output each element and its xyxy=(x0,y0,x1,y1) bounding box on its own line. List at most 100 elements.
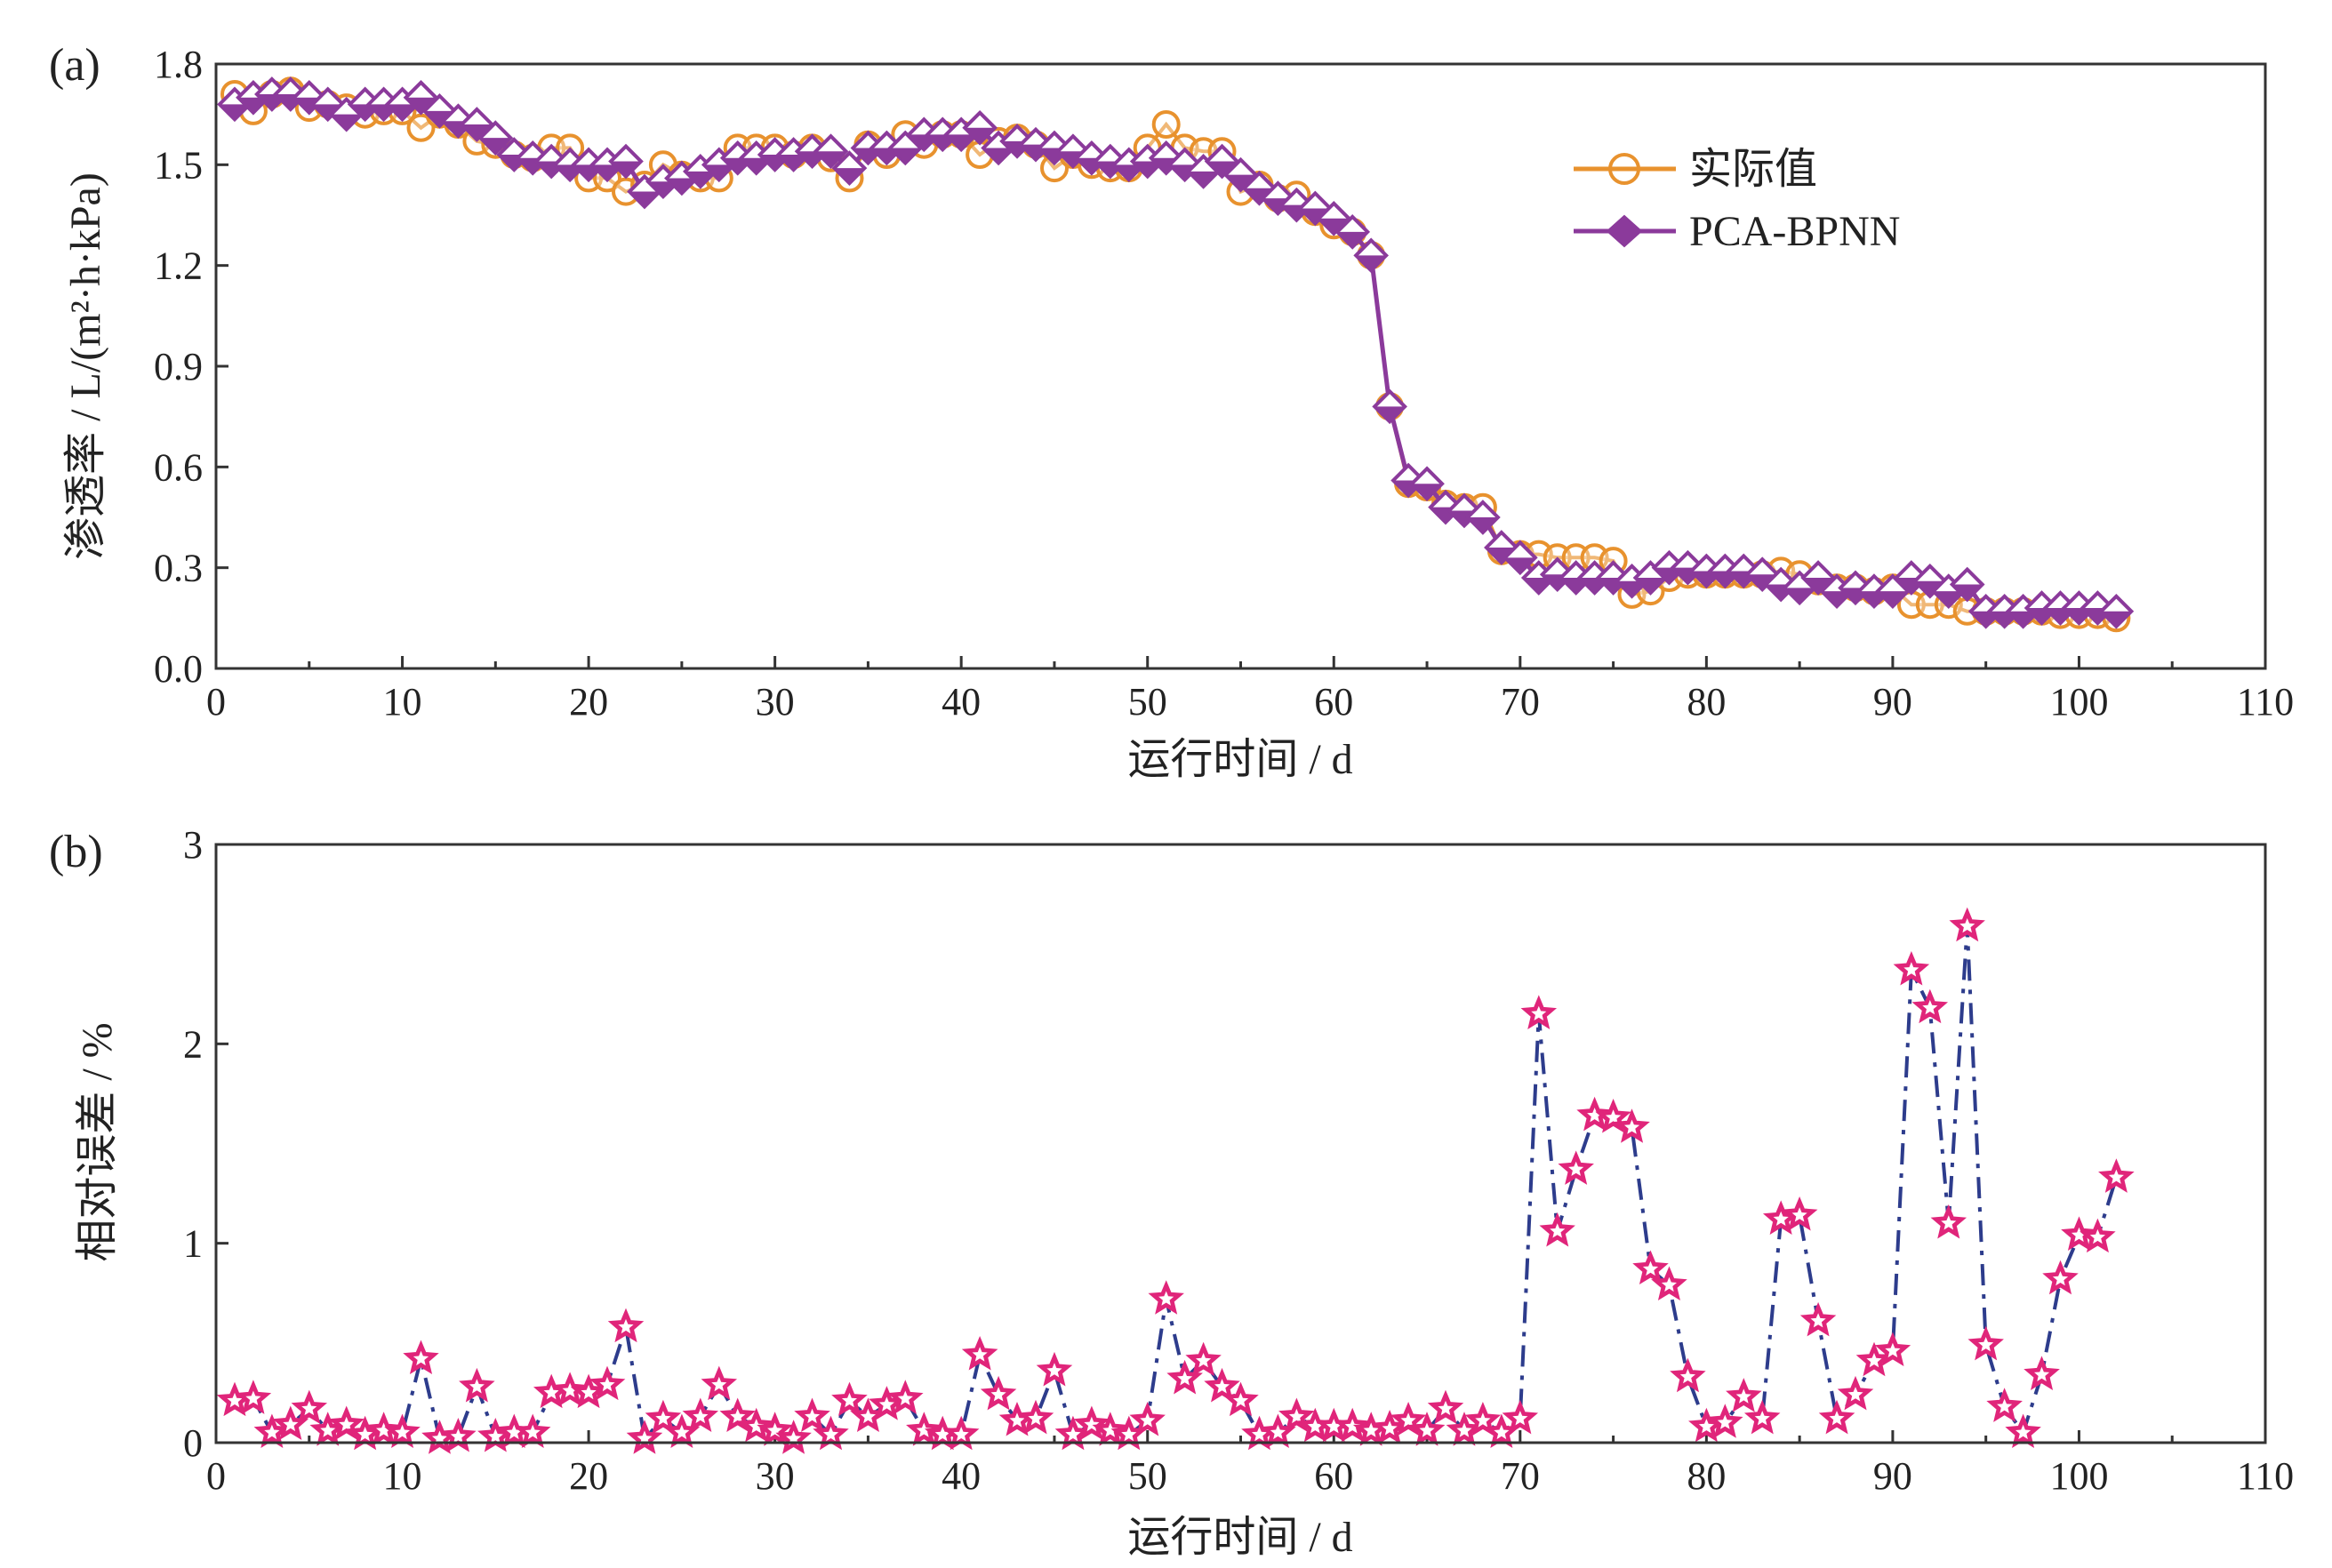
relative-error-data-point xyxy=(1092,1412,1129,1446)
relative-error-data-point xyxy=(384,1413,421,1449)
y-tick-label: 0 xyxy=(183,1421,203,1465)
panel-b-y-axis-label: 相对误差 / % xyxy=(74,1022,121,1261)
relative-error-data-point xyxy=(1874,1332,1911,1367)
actual-data-point xyxy=(406,113,436,142)
pca-bpnn-data-point xyxy=(813,133,849,170)
x-tick-label: 0 xyxy=(206,1454,226,1498)
panel-b-label: (b) xyxy=(49,827,103,877)
relative-error-data-point xyxy=(1726,1378,1762,1412)
y-tick-label: 1 xyxy=(183,1222,203,1266)
x-tick-label: 10 xyxy=(383,1454,422,1498)
relative-error-data-point xyxy=(2023,1356,2060,1390)
relative-error-data-point xyxy=(1949,907,1985,942)
y-tick-label: 2 xyxy=(183,1022,203,1066)
relative-error-data-point xyxy=(887,1380,924,1414)
x-tick-label: 80 xyxy=(1687,680,1726,724)
x-tick-label: 30 xyxy=(756,1454,795,1498)
relative-error-data-point xyxy=(1558,1150,1594,1185)
relative-error-data-point xyxy=(1632,1250,1669,1285)
relative-error-data-point xyxy=(1222,1381,1259,1417)
relative-error-data-point xyxy=(1036,1351,1073,1387)
x-tick-label: 50 xyxy=(1128,1454,1167,1498)
panel-a-legend: 实际值 PCA-BPNN xyxy=(1574,146,1900,255)
relative-error-data-point xyxy=(961,1336,998,1371)
relative-error-data-point xyxy=(980,1375,1017,1411)
relative-error-data-point xyxy=(1427,1389,1464,1425)
relative-error-data-point xyxy=(1576,1096,1613,1132)
x-tick-label: 40 xyxy=(942,1454,981,1498)
relative-error-data-point xyxy=(1334,1407,1371,1443)
relative-error-data-point xyxy=(1670,1357,1706,1393)
relative-error-data-point xyxy=(1837,1375,1874,1411)
relative-error-data-point xyxy=(2042,1260,2079,1295)
relative-error-data-point xyxy=(1707,1404,1743,1438)
panel-b-relative-error-chart: (b) 0 10 20 30 40 50 60 70 80 90 100 110 0 1 2 3 运行时间 /… xyxy=(49,823,2294,1561)
relative-error-data-point xyxy=(1520,995,1558,1029)
x-tick-label: 20 xyxy=(569,1454,608,1498)
relative-error-data-point xyxy=(589,1365,626,1401)
relative-error-data-point xyxy=(551,1372,589,1406)
relative-error-data-point xyxy=(2080,1218,2116,1253)
y-tick-label: 0.6 xyxy=(154,445,203,489)
panel-a-plot-frame xyxy=(214,62,2267,670)
x-tick-label: 20 xyxy=(569,680,608,724)
panel-b-series xyxy=(216,907,2135,1454)
relative-error-data-point xyxy=(607,1308,645,1343)
relative-error-data-point xyxy=(514,1413,551,1449)
y-tick-label: 1.2 xyxy=(154,244,203,288)
relative-error-data-point xyxy=(1743,1399,1781,1435)
relative-error-data-point xyxy=(738,1407,774,1443)
x-tick-label: 100 xyxy=(2049,680,2108,724)
relative-error-data-point xyxy=(1408,1412,1446,1446)
pca-bpnn-data-point xyxy=(1502,540,1538,576)
pca-bpnn-data-point xyxy=(962,109,998,146)
relative-error-data-point xyxy=(682,1397,719,1433)
x-tick-label: 100 xyxy=(2049,1454,2108,1498)
panel-a-label: (a) xyxy=(49,40,100,91)
panel-b-x-axis-label: 运行时间 / d xyxy=(1127,1514,1352,1561)
relative-error-data-point xyxy=(1502,1399,1539,1435)
y-tick-label: 1.5 xyxy=(154,143,203,187)
panel-b-plot-frame xyxy=(214,843,2267,1444)
pca-bpnn-data-point xyxy=(831,150,868,186)
pca-bpnn-data-point xyxy=(403,79,439,116)
legend-pca-bpnn-diamond-marker xyxy=(1606,214,1643,248)
y-tick-label: 0.3 xyxy=(154,547,203,590)
pca-bpnn-data-point xyxy=(1222,156,1259,193)
pca-bpnn-data-point xyxy=(1353,237,1390,274)
relative-error-data-point xyxy=(794,1397,830,1433)
pca-bpnn-data-point xyxy=(1334,214,1371,250)
relative-error-data-point xyxy=(1017,1399,1054,1435)
relative-error-data-point xyxy=(1911,988,1949,1024)
relative-error-data-point xyxy=(645,1399,682,1435)
pca-bpnn-data-point xyxy=(1204,143,1240,180)
y-tick-label: 0.9 xyxy=(154,345,203,388)
y-tick-label: 3 xyxy=(183,823,203,867)
x-tick-label: 60 xyxy=(1314,680,1353,724)
x-tick-label: 0 xyxy=(206,680,226,724)
relative-error-data-point xyxy=(831,1381,868,1417)
relative-error-data-point xyxy=(1930,1204,1967,1239)
series-pca-bpnn xyxy=(217,76,2135,629)
x-tick-label: 90 xyxy=(1873,1454,1912,1498)
relative-error-data-point xyxy=(1781,1196,1818,1231)
relative-error-data-point xyxy=(1651,1266,1687,1301)
relative-error-data-point xyxy=(906,1412,942,1446)
relative-error-data-point xyxy=(775,1420,812,1454)
x-tick-label: 110 xyxy=(2237,1454,2294,1498)
panel-b-axes: 0 10 20 30 40 50 60 70 80 90 100 110 0 1 2 3 xyxy=(183,823,2294,1498)
legend-actual-label: 实际值 xyxy=(1689,146,1817,193)
x-tick-label: 90 xyxy=(1873,680,1912,724)
relative-error-data-point xyxy=(403,1340,439,1375)
panel-a-axes: 0 10 20 30 40 50 60 70 80 90 100 110 0.0 0.3 0.6 0.9 1.2… xyxy=(154,43,2294,724)
x-tick-label: 70 xyxy=(1501,1454,1540,1498)
x-tick-label: 10 xyxy=(383,680,422,724)
relative-error-data-point xyxy=(1539,1212,1575,1247)
pca-bpnn-data-point xyxy=(1372,388,1407,425)
actual-data-point xyxy=(1151,110,1181,139)
legend-entry-actual: 实际值 xyxy=(1574,146,1817,193)
pca-bpnn-data-point xyxy=(1949,566,1985,603)
relative-error-data-point xyxy=(2061,1216,2097,1251)
relative-error-data-point xyxy=(701,1365,738,1401)
